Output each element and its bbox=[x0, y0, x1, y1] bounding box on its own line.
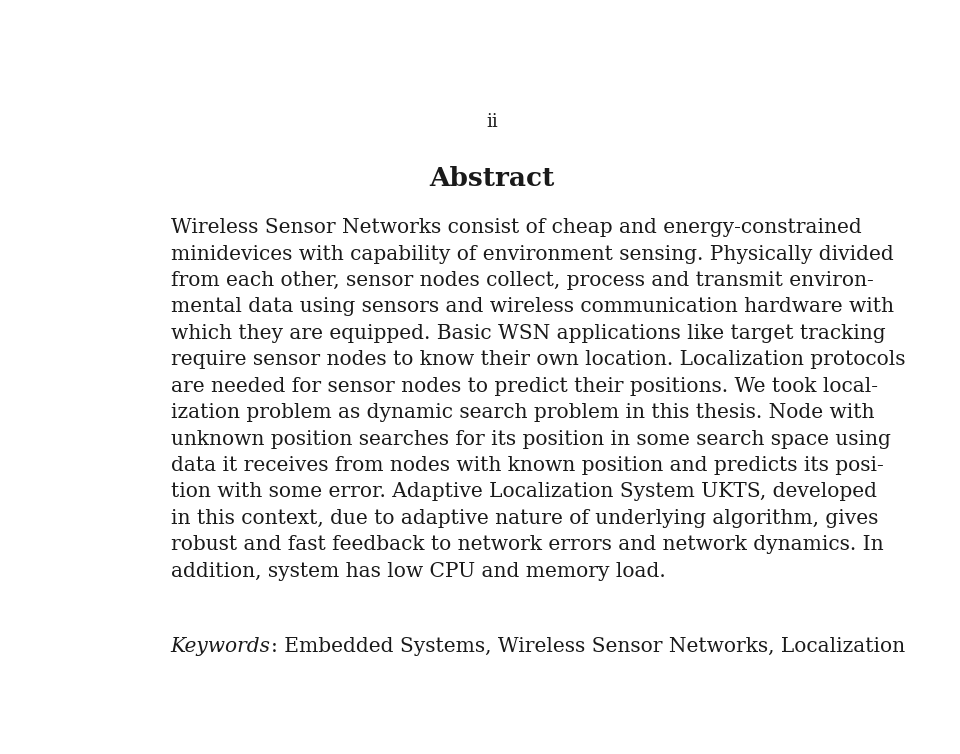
Text: data it receives from nodes with known position and predicts its posi-: data it receives from nodes with known p… bbox=[171, 456, 883, 475]
Text: minidevices with capability of environment sensing. Physically divided: minidevices with capability of environme… bbox=[171, 244, 894, 264]
Text: addition, system has low CPU and memory load.: addition, system has low CPU and memory … bbox=[171, 562, 665, 581]
Text: Keywords: Keywords bbox=[171, 637, 271, 657]
Text: unknown position searches for its position in some search space using: unknown position searches for its positi… bbox=[171, 430, 891, 449]
Text: mental data using sensors and wireless communication hardware with: mental data using sensors and wireless c… bbox=[171, 298, 894, 317]
Text: require sensor nodes to know their own location. Localization protocols: require sensor nodes to know their own l… bbox=[171, 351, 905, 369]
Text: robust and fast feedback to network errors and network dynamics. In: robust and fast feedback to network erro… bbox=[171, 535, 883, 554]
Text: ii: ii bbox=[486, 112, 498, 130]
Text: ization problem as dynamic search problem in this thesis. Node with: ization problem as dynamic search proble… bbox=[171, 403, 875, 422]
Text: are needed for sensor nodes to predict their positions. We took local-: are needed for sensor nodes to predict t… bbox=[171, 377, 877, 396]
Text: which they are equipped. Basic WSN applications like target tracking: which they are equipped. Basic WSN appli… bbox=[171, 324, 885, 343]
Text: in this context, due to adaptive nature of underlying algorithm, gives: in this context, due to adaptive nature … bbox=[171, 509, 878, 528]
Text: from each other, sensor nodes collect, process and transmit environ-: from each other, sensor nodes collect, p… bbox=[171, 271, 874, 290]
Text: : Embedded Systems, Wireless Sensor Networks, Localization: : Embedded Systems, Wireless Sensor Netw… bbox=[271, 637, 904, 657]
Text: tion with some error. Adaptive Localization System UKTS, developed: tion with some error. Adaptive Localizat… bbox=[171, 483, 876, 501]
Text: Wireless Sensor Networks consist of cheap and energy-constrained: Wireless Sensor Networks consist of chea… bbox=[171, 218, 861, 238]
Text: Abstract: Abstract bbox=[429, 166, 555, 191]
